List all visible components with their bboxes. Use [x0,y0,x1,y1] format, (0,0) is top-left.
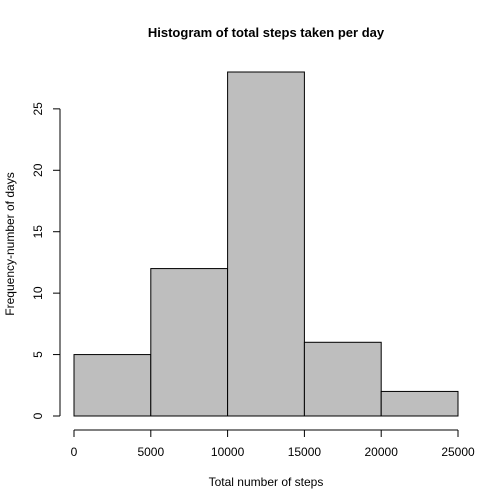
x-tick-label-3: 15000 [288,445,322,459]
chart-title: Histogram of total steps taken per day [148,25,385,40]
x-tick-label-0: 0 [71,445,78,459]
x-tick-label-1: 5000 [137,445,164,459]
x-tick-label-4: 20000 [365,445,399,459]
y-tick-label-5: 25 [31,102,45,116]
x-tick-label-2: 10000 [211,445,245,459]
y-axis: 0 5 10 15 20 25 [31,102,61,419]
histogram-bar-1 [150,268,229,417]
histogram-bar-0 [73,354,152,417]
histogram-bar-3 [303,341,382,417]
y-tick-label-0: 0 [31,412,45,419]
bars-group [73,71,459,417]
y-tick-label-1: 5 [31,351,45,358]
histogram-bar-2 [227,71,305,417]
x-axis-label: Total number of steps [209,475,324,489]
y-tick-label-3: 15 [31,225,45,239]
x-axis: 0 5000 10000 15000 20000 25000 [71,429,475,459]
x-tick-label-5: 25000 [441,445,475,459]
y-tick-label-2: 10 [31,286,45,300]
y-axis-label: Frequency-number of days [3,172,17,315]
y-tick-label-4: 20 [31,163,45,177]
histogram-bar-4 [380,390,459,417]
